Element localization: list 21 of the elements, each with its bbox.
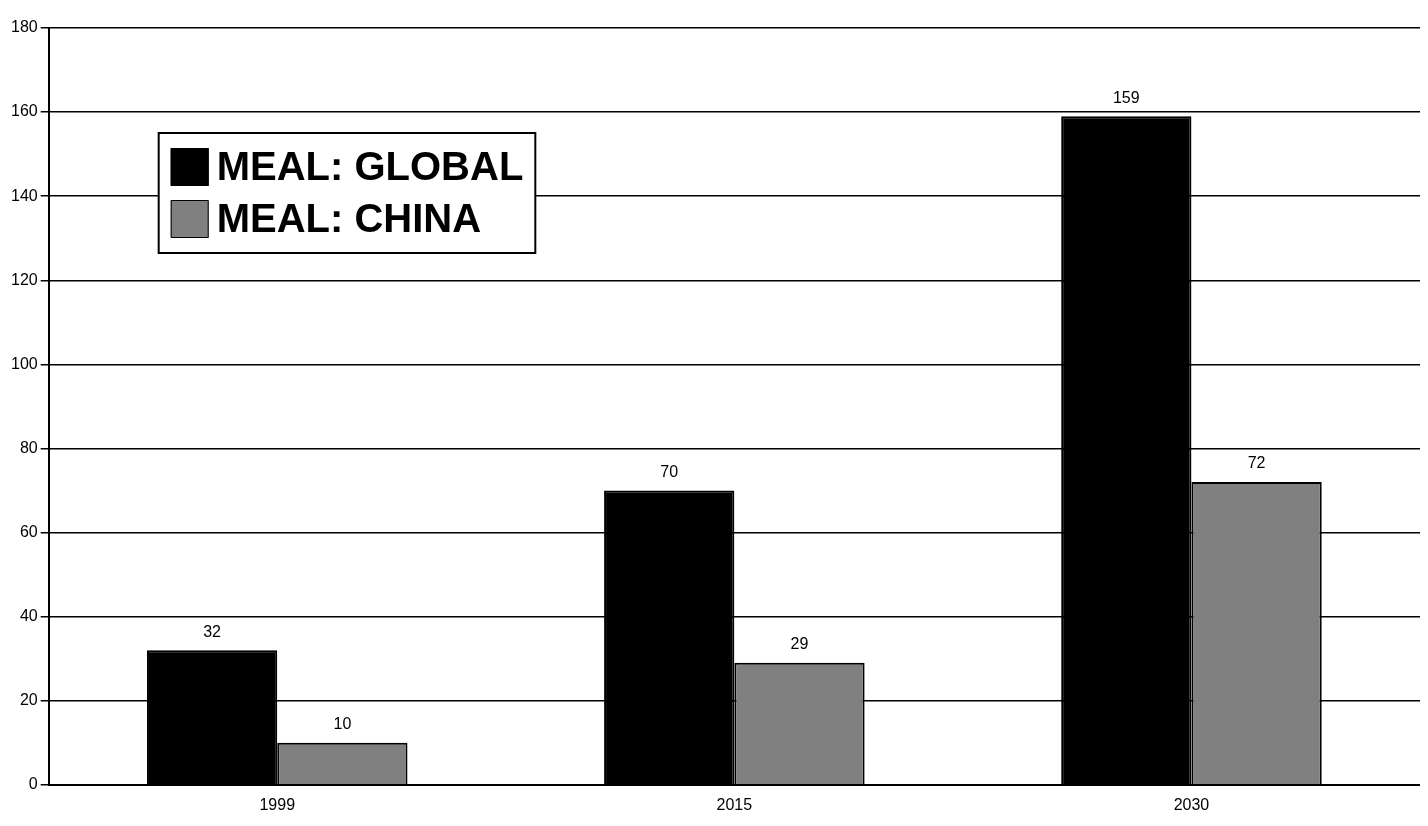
x-tick-label: 2015 xyxy=(716,795,753,813)
x-tick-label: 1999 xyxy=(259,795,296,813)
y-tick-label: 40 xyxy=(19,607,38,625)
data-label: 29 xyxy=(790,635,809,653)
data-label: 159 xyxy=(1112,88,1140,106)
y-tick-label: 20 xyxy=(19,691,38,709)
data-label: 32 xyxy=(203,622,222,640)
data-label: 10 xyxy=(333,715,352,733)
y-tick-label: 80 xyxy=(19,438,38,456)
y-tick-label: 0 xyxy=(28,775,38,793)
y-tick-label: 100 xyxy=(10,354,38,372)
y-tick-label: 160 xyxy=(10,102,38,120)
legend-label: MEAL: GLOBAL xyxy=(216,144,524,189)
data-label: 72 xyxy=(1247,454,1266,472)
x-tick-label: 2030 xyxy=(1173,795,1210,813)
y-tick-label: 60 xyxy=(19,522,38,540)
y-tick-label: 120 xyxy=(10,270,38,288)
y-tick-label: 180 xyxy=(10,18,38,36)
legend-label: MEAL: CHINA xyxy=(216,196,482,241)
data-label: 70 xyxy=(660,462,679,480)
y-tick-label: 140 xyxy=(10,186,38,204)
